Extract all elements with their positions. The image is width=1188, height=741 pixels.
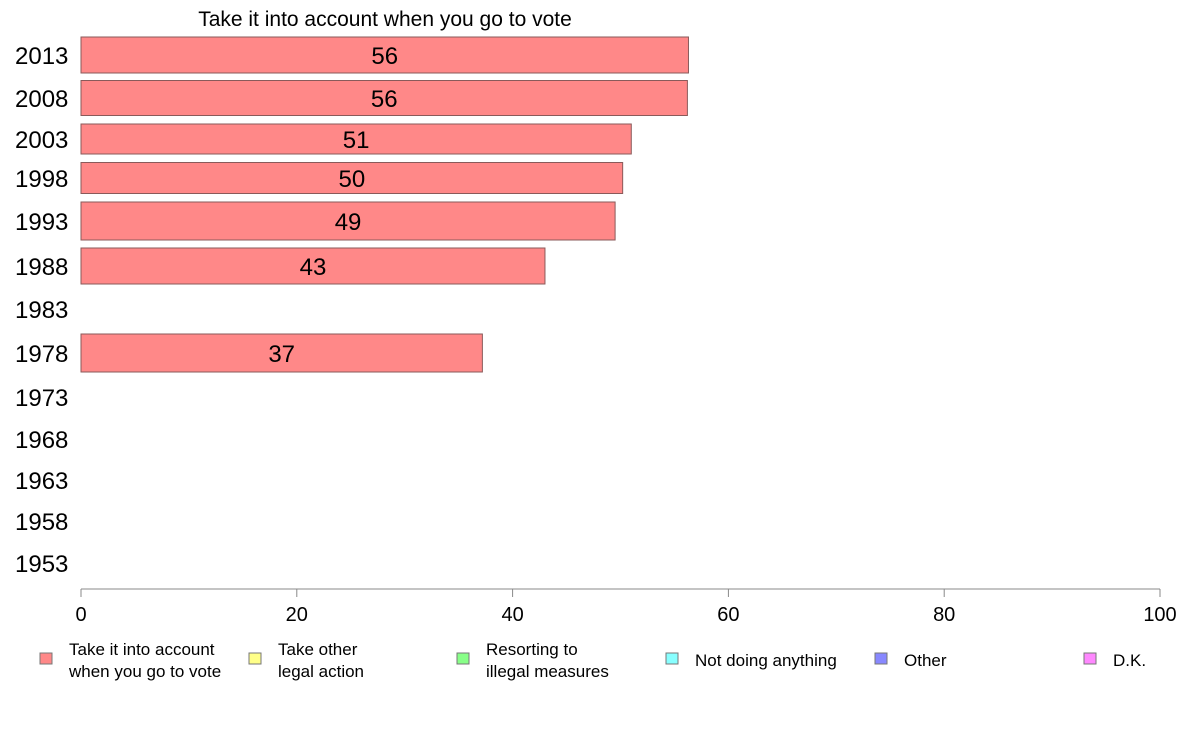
bar-value-label: 43 [300,254,327,281]
bar [80,123,632,155]
y-tick-label: 2008 [15,86,68,113]
bar [80,201,616,241]
legend-item: Not doing anything [665,651,837,670]
legend-item: Take it into account when you go to vote [39,640,221,681]
y-tick-label: 1973 [15,385,68,412]
x-axis: 0 20 40 60 80 100 [75,588,1177,626]
bar-value-label: 50 [338,166,365,193]
y-tick-label: 1993 [15,209,68,236]
bar-value-label: 51 [343,127,370,154]
legend-swatch [39,652,53,665]
y-tick-label: 1968 [15,427,68,454]
y-tick-label: 1988 [15,254,68,281]
legend-label: D.K. [1113,651,1146,670]
bar-value-label: 56 [371,86,398,113]
legend-swatch [874,652,888,665]
legend-label: illegal measures [486,662,609,681]
x-tick-label: 20 [286,604,308,626]
bar [80,36,689,74]
bar [80,162,624,194]
legend-swatch [456,652,470,665]
y-tick-label: 2003 [15,127,68,154]
x-tick-label: 0 [75,604,86,626]
bar [80,80,688,116]
legend-item: Resorting to illegal measures [456,640,609,681]
legend-swatch [248,652,262,665]
y-tick-label: 1998 [15,166,68,193]
legend-label: Other [904,651,947,670]
chart-title: Take it into account when you go to vote [198,8,572,31]
bar-value-label: 49 [335,209,362,236]
x-tick-label: 100 [1143,604,1176,626]
legend-swatch [1083,652,1097,665]
y-tick-label: 1958 [15,509,68,536]
y-tick-label: 1978 [15,341,68,368]
y-tick-label: 1963 [15,468,68,495]
legend-label: when you go to vote [68,662,221,681]
legend-swatch [665,652,679,665]
legend-item: Other [874,651,947,670]
legend-label: Not doing anything [695,651,837,670]
legend-item: D.K. [1083,651,1146,670]
legend-label: Take other [278,640,358,659]
y-axis-labels: 2013 2008 2003 1998 1993 1988 1983 1978 1973 1968… [15,43,68,578]
x-tick-label: 40 [501,604,523,626]
bar-value-label: 56 [371,43,398,70]
x-tick-label: 60 [717,604,739,626]
y-tick-label: 2013 [15,43,68,70]
legend-item: Take other legal action [248,640,364,681]
y-tick-label: 1983 [15,297,68,324]
y-tick-label: 1953 [15,551,68,578]
legend-label: Take it into account [69,640,215,659]
legend-label: legal action [278,662,364,681]
legend-label: Resorting to [486,640,578,659]
bar [80,247,546,285]
x-tick-label: 80 [933,604,955,626]
bar-value-label: 37 [268,341,295,368]
bar [80,333,483,373]
